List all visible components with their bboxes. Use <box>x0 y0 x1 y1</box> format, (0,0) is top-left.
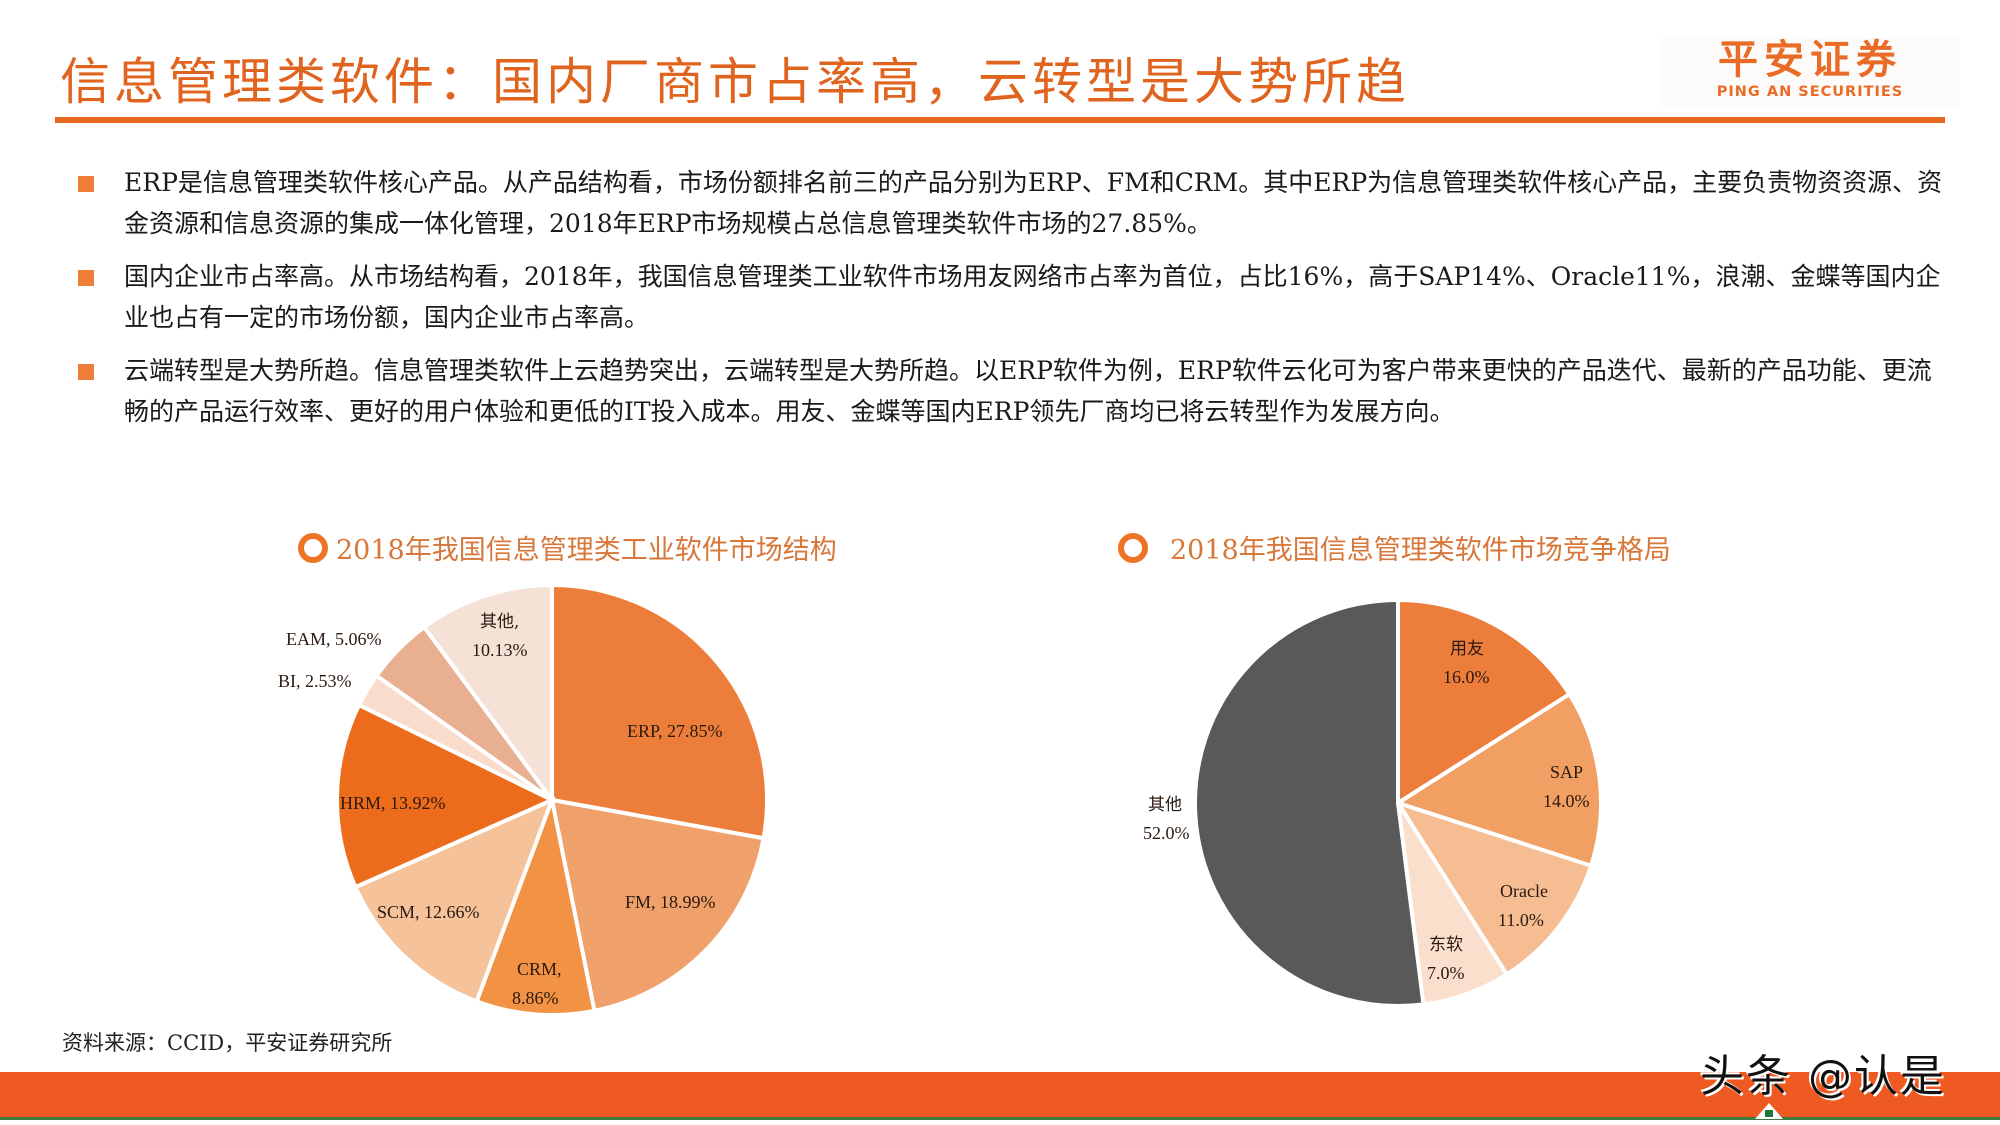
chart-title-text: 2018年我国信息管理类软件市场竞争格局 <box>1170 535 1671 566</box>
ring-bullet-icon <box>298 532 328 563</box>
bullet-list: ERP是信息管理类软件核心产品。从产品结构看，市场份额排名前三的产品分别为ERP… <box>78 162 1948 444</box>
pie-label-yonyou-value: 16.0% <box>1443 667 1490 687</box>
pie-label-hrm: HRM, 13.92% <box>340 793 446 813</box>
title-divider <box>55 117 1945 123</box>
page-title: 信息管理类软件：国内厂商市占率高，云转型是大势所趋 <box>60 53 1410 111</box>
footer-bar <box>0 1072 2000 1117</box>
pie-label-other-name: 其他, <box>480 612 519 632</box>
footer-notch-dot <box>1765 1110 1773 1117</box>
pie-label-sap-value: 14.0% <box>1543 791 1590 811</box>
pie-slice <box>421 582 554 807</box>
pie-label-oracle-name: Oracle <box>1500 881 1548 901</box>
square-bullet-icon <box>78 270 94 286</box>
pie-label-scm: SCM, 12.66% <box>377 902 480 922</box>
pie-label-other-name: 其他 <box>1148 795 1182 815</box>
pie-chart-competition <box>1193 597 1603 1008</box>
footer-line <box>0 1117 2000 1120</box>
pie-label-fm: FM, 18.99% <box>625 892 716 912</box>
bullet-item: ERP是信息管理类软件核心产品。从产品结构看，市场份额排名前三的产品分别为ERP… <box>78 162 1948 244</box>
chart-title-text: 2018年我国信息管理类工业软件市场结构 <box>336 535 837 566</box>
pie-slice <box>335 702 557 890</box>
bullet-text: 云端转型是大势所趋。信息管理类软件上云趋势突出，云端转型是大势所趋。以ERP软件… <box>124 356 1932 426</box>
pie-label-other-value: 10.13% <box>472 640 528 660</box>
bullet-text: 国内企业市占率高。从市场结构看，2018年，我国信息管理类工业软件市场用友网络市… <box>124 262 1941 332</box>
pie-slice <box>1393 799 1594 978</box>
pie-slice <box>1396 597 1573 807</box>
pie-chart-market-structure <box>335 582 769 1017</box>
pie-label-crm-name: CRM, <box>517 959 562 979</box>
square-bullet-icon <box>78 364 94 380</box>
pie-slice <box>549 797 766 1014</box>
pie-label-sap-name: SAP <box>1550 762 1583 782</box>
pie-slice <box>352 796 556 1004</box>
pie-slice <box>1193 597 1426 1008</box>
pie-label-erp: ERP, 27.85% <box>627 721 723 741</box>
pie-label-neusoft-name: 东软 <box>1429 935 1463 955</box>
pie-slice <box>550 582 769 841</box>
pie-label-bi: BI, 2.53% <box>278 671 352 691</box>
chart-title-right: 2018年我国信息管理类软件市场竞争格局 <box>1118 528 1671 567</box>
chart-title-left: 2018年我国信息管理类工业软件市场结构 <box>298 528 837 567</box>
pie-label-crm-value: 8.86% <box>512 988 559 1008</box>
data-source: 资料来源：CCID，平安证券研究所 <box>62 1031 393 1055</box>
bullet-text: ERP是信息管理类软件核心产品。从产品结构看，市场份额排名前三的产品分别为ERP… <box>124 168 1943 238</box>
bullet-item: 云端转型是大势所趋。信息管理类软件上云趋势突出，云端转型是大势所趋。以ERP软件… <box>78 350 1948 432</box>
pie-label-other-value: 52.0% <box>1143 823 1190 843</box>
logo-en-text: PING AN SECURITIES <box>1716 84 1904 100</box>
square-bullet-icon <box>78 176 94 192</box>
pie-slice <box>1393 691 1603 869</box>
logo-cn-text: 平安证券 <box>1718 37 1902 83</box>
ring-bullet-icon <box>1118 532 1148 563</box>
bullet-item: 国内企业市占率高。从市场结构看，2018年，我国信息管理类工业软件市场用友网络市… <box>78 256 1948 338</box>
pie-label-neusoft-value: 7.0% <box>1427 963 1465 983</box>
pie-label-yonyou-name: 用友 <box>1450 639 1484 659</box>
pie-label-oracle-value: 11.0% <box>1498 910 1544 930</box>
company-logo: 平安证券 PING AN SECURITIES <box>1660 38 1960 106</box>
pie-slice <box>474 792 597 1017</box>
pie-label-eam: EAM, 5.06% <box>286 629 382 649</box>
watermark: 头条 @认是 <box>1700 1051 1946 1102</box>
